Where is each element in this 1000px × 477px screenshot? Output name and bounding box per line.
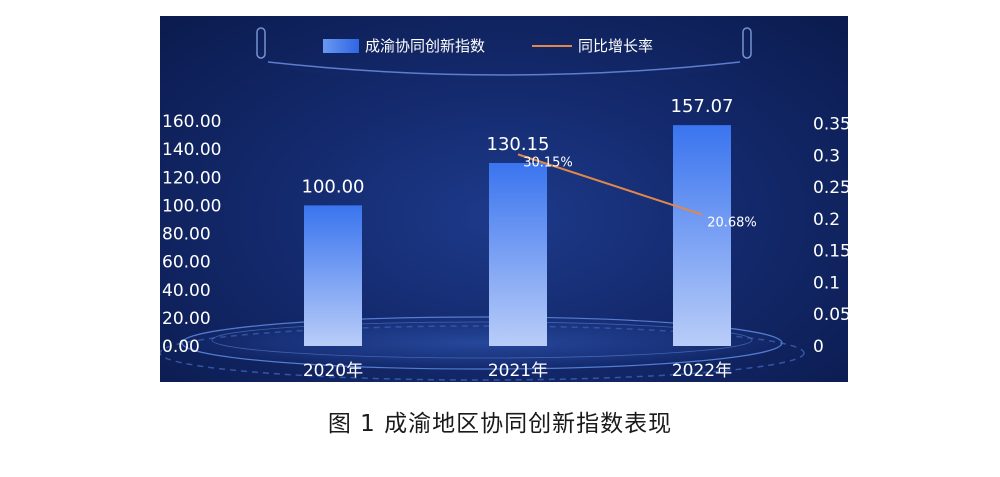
bar bbox=[489, 162, 547, 346]
right-axis-tick-label: 0.35 bbox=[813, 115, 848, 135]
right-axis-tick-label: 0 bbox=[813, 337, 824, 357]
legend-label-growth: 同比增长率 bbox=[578, 37, 653, 55]
growth-line bbox=[517, 153, 703, 216]
left-y-axis: 0.00 20.00 40.00 60.00 80.00 100.00 120.00 140.… bbox=[162, 112, 221, 357]
bar bbox=[304, 205, 362, 346]
chart-canvas: 成渝协同创新指数 同比增长率 0.00 20.00 40.00 60.00 80.00 1… bbox=[160, 27, 848, 381]
bar-value-label: 130.15 bbox=[487, 134, 550, 155]
left-axis-tick-label: 140.00 bbox=[162, 140, 221, 160]
right-axis-tick-label: 0.2 bbox=[813, 210, 840, 230]
left-axis-tick-label: 120.00 bbox=[162, 168, 221, 188]
x-axis: 2020年 2021年 2022年 bbox=[303, 361, 732, 381]
left-axis-tick-label: 20.00 bbox=[162, 309, 211, 329]
bar-value-label: 100.00 bbox=[302, 176, 365, 197]
chart-panel: 成渝协同创新指数 同比增长率 0.00 20.00 40.00 60.00 80.00 1… bbox=[160, 16, 848, 382]
right-axis-tick-label: 0.15 bbox=[813, 242, 848, 262]
growth-line-series: 30.15% 20.68% bbox=[517, 153, 757, 231]
right-axis-tick-label: 0.25 bbox=[813, 178, 848, 198]
bar bbox=[673, 125, 731, 346]
figure-caption: 图 1 成渝地区协同创新指数表现 bbox=[327, 411, 673, 437]
left-axis-tick-label: 100.00 bbox=[162, 196, 221, 216]
legend-label-index: 成渝协同创新指数 bbox=[365, 37, 485, 55]
left-axis-tick-label: 80.00 bbox=[162, 225, 211, 245]
right-y-axis: 0 0.05 0.1 0.15 0.2 0.25 0.3 0.35 bbox=[813, 115, 848, 357]
right-axis-tick-label: 0.05 bbox=[813, 305, 848, 325]
growth-value-label: 20.68% bbox=[707, 216, 757, 231]
left-axis-tick-label: 160.00 bbox=[162, 112, 221, 132]
right-axis-tick-label: 0.3 bbox=[813, 146, 840, 166]
x-axis-tick-label: 2021年 bbox=[488, 361, 548, 381]
right-axis-tick-label: 0.1 bbox=[813, 273, 840, 293]
bar-value-label: 157.07 bbox=[671, 96, 734, 117]
left-axis-tick-label: 60.00 bbox=[162, 253, 211, 273]
x-axis-tick-label: 2022年 bbox=[672, 361, 732, 381]
x-axis-tick-label: 2020年 bbox=[303, 361, 363, 381]
growth-value-label: 30.15% bbox=[523, 155, 573, 170]
chart-legend: 成渝协同创新指数 同比增长率 bbox=[323, 37, 653, 55]
legend-swatch-index bbox=[323, 39, 359, 53]
bar-series: 100.00 130.15 157.07 bbox=[302, 96, 734, 346]
legend-frame bbox=[256, 27, 752, 89]
left-axis-tick-label: 0.00 bbox=[162, 337, 200, 357]
left-axis-tick-label: 40.00 bbox=[162, 281, 211, 301]
